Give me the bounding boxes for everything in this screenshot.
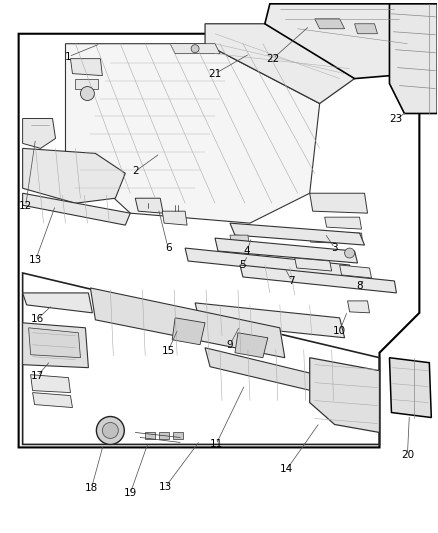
Polygon shape xyxy=(265,4,414,78)
Circle shape xyxy=(191,45,199,53)
Polygon shape xyxy=(23,148,125,203)
Polygon shape xyxy=(195,303,345,338)
Polygon shape xyxy=(31,375,71,393)
Text: 1: 1 xyxy=(65,52,72,62)
Text: 2: 2 xyxy=(132,166,138,176)
Text: 13: 13 xyxy=(29,255,42,265)
Text: 12: 12 xyxy=(19,201,32,211)
Polygon shape xyxy=(240,265,396,293)
Text: 19: 19 xyxy=(124,488,137,498)
Polygon shape xyxy=(172,318,205,345)
Polygon shape xyxy=(23,293,92,313)
Polygon shape xyxy=(314,19,345,29)
Polygon shape xyxy=(23,323,88,368)
Polygon shape xyxy=(235,333,268,358)
Polygon shape xyxy=(28,328,81,358)
Polygon shape xyxy=(348,301,370,313)
Polygon shape xyxy=(295,258,332,271)
Polygon shape xyxy=(75,78,99,88)
Polygon shape xyxy=(173,432,183,439)
Polygon shape xyxy=(310,358,379,432)
Polygon shape xyxy=(162,211,187,225)
Text: 15: 15 xyxy=(162,346,175,356)
Polygon shape xyxy=(339,233,363,243)
Text: 18: 18 xyxy=(85,483,98,494)
Text: 17: 17 xyxy=(31,370,44,381)
Text: 9: 9 xyxy=(226,340,233,350)
Text: 16: 16 xyxy=(31,314,44,324)
Polygon shape xyxy=(145,432,155,439)
Text: 20: 20 xyxy=(401,450,414,461)
Text: 5: 5 xyxy=(240,260,246,270)
Polygon shape xyxy=(159,432,169,439)
Text: 21: 21 xyxy=(208,69,222,78)
Circle shape xyxy=(96,416,124,445)
Text: 6: 6 xyxy=(165,243,171,253)
Text: 13: 13 xyxy=(159,482,172,492)
Text: 11: 11 xyxy=(209,439,223,449)
Polygon shape xyxy=(355,24,378,34)
Text: 4: 4 xyxy=(244,246,250,256)
Polygon shape xyxy=(170,44,220,54)
Polygon shape xyxy=(66,44,320,223)
Polygon shape xyxy=(230,235,250,251)
Text: 3: 3 xyxy=(331,243,338,253)
Polygon shape xyxy=(389,358,431,417)
Polygon shape xyxy=(23,118,56,148)
Polygon shape xyxy=(205,348,361,402)
Polygon shape xyxy=(389,4,437,114)
Polygon shape xyxy=(325,217,361,229)
Polygon shape xyxy=(230,223,364,245)
Polygon shape xyxy=(185,248,352,278)
Polygon shape xyxy=(71,59,102,76)
Polygon shape xyxy=(339,265,371,278)
Circle shape xyxy=(345,248,355,258)
Circle shape xyxy=(102,423,118,439)
Text: 10: 10 xyxy=(333,326,346,336)
Polygon shape xyxy=(135,198,163,213)
Polygon shape xyxy=(310,193,367,213)
Circle shape xyxy=(81,86,95,101)
Polygon shape xyxy=(23,193,130,225)
Text: 23: 23 xyxy=(389,115,402,125)
Polygon shape xyxy=(205,24,355,103)
Text: 14: 14 xyxy=(280,464,293,474)
Polygon shape xyxy=(32,393,72,408)
Text: 7: 7 xyxy=(289,276,295,286)
Text: 22: 22 xyxy=(266,54,279,63)
Polygon shape xyxy=(90,288,285,358)
Polygon shape xyxy=(215,238,357,263)
Polygon shape xyxy=(310,233,336,243)
Text: 8: 8 xyxy=(356,281,363,291)
